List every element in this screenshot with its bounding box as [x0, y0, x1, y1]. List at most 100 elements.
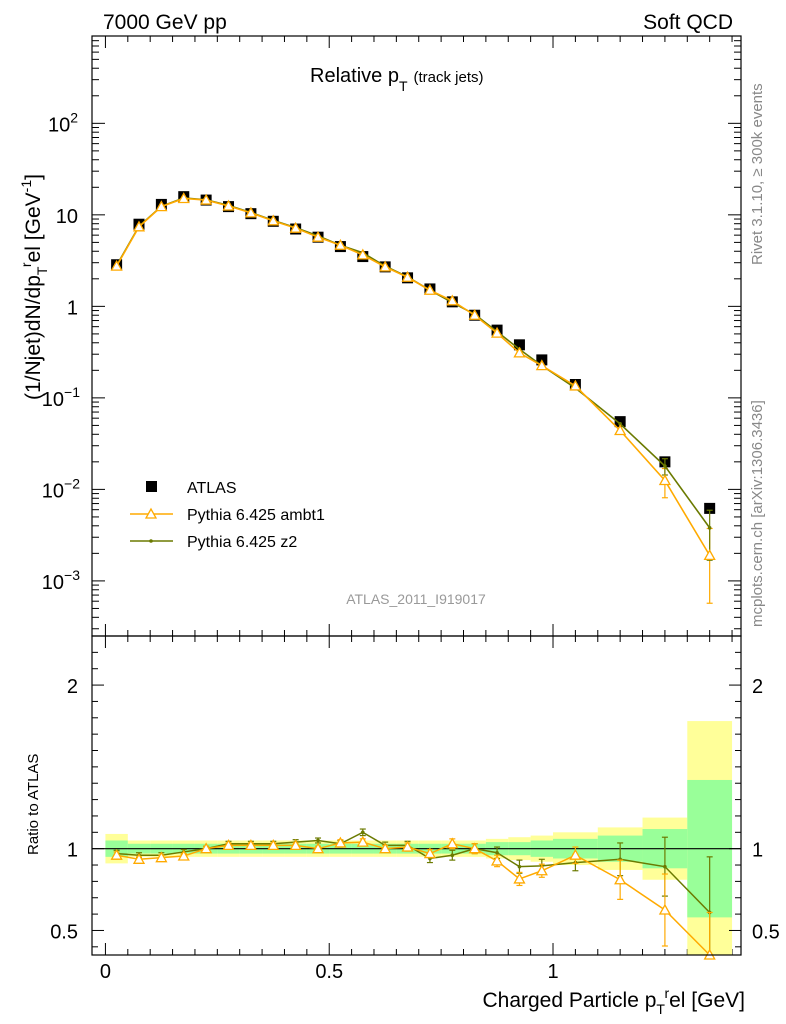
y-tick-exponent: 2	[70, 109, 78, 125]
ratio-tick-label-right: 2	[752, 676, 763, 698]
watermark: ATLAS_2011_I919017	[346, 591, 486, 607]
x-axis-title-sup: r	[664, 985, 669, 1001]
x-tick-label: 0.5	[315, 961, 343, 983]
y-tick-label: 10−2	[42, 475, 80, 502]
ratio-tick-label-left: 1	[67, 840, 78, 862]
ratio-marker	[222, 839, 235, 851]
mc-marker	[177, 192, 190, 204]
ratio-marker	[356, 835, 369, 847]
mc-marker	[132, 220, 146, 232]
ratio-marker	[177, 849, 190, 861]
ratio-marker	[132, 852, 146, 864]
mc-marker	[663, 464, 667, 468]
legend-label: Pythia 6.425 ambt1	[187, 507, 325, 524]
mc-marker	[356, 248, 369, 260]
legend-marker-z2	[149, 539, 153, 543]
y-axis-title-sub: T	[34, 266, 50, 275]
x-axis-title: Charged Particle pTrel [GeV]	[482, 985, 745, 1017]
y-axis-title-suffix: el [GeV	[22, 192, 45, 262]
ratio-marker	[155, 851, 168, 863]
y-axis-title-unit-sup: -1	[18, 180, 34, 193]
y-tick-base: 10	[42, 572, 64, 594]
plot-title-suffix: (track jets)	[414, 69, 484, 86]
ratio-marker	[334, 836, 347, 848]
y-tick-label: 10−3	[42, 567, 80, 594]
y-tick-label: 102	[48, 109, 78, 136]
y-tick-exponent: −2	[64, 475, 80, 491]
mc-marker	[311, 230, 325, 242]
x-axis-title-main: Charged Particle p	[482, 989, 656, 1012]
y-axis-title-sup: r	[18, 262, 34, 267]
ratio-marker	[379, 842, 392, 854]
mc-marker	[244, 206, 257, 218]
mc-marker	[289, 221, 302, 233]
data-point	[513, 339, 525, 351]
mc-marker	[334, 238, 347, 250]
legend-marker-ambt1	[144, 507, 158, 519]
ratio-marker	[490, 854, 504, 866]
y-tick-base: 10	[42, 389, 64, 411]
x-tick-label: 0	[100, 961, 111, 983]
ratio-tick-label-left: 2	[67, 676, 78, 698]
y-tick-base: 10	[48, 114, 70, 136]
ratio-marker	[495, 850, 499, 855]
y-tick-label: 10−1	[42, 384, 80, 411]
source-label: mcplots.cern.ch [arXiv:1306.3436]	[749, 400, 766, 627]
mc-marker	[513, 346, 526, 358]
ratio-marker	[468, 842, 481, 854]
mc-marker	[490, 326, 504, 338]
ratio-marker	[517, 864, 522, 869]
mc-marker	[618, 422, 622, 426]
y-tick-base: 10	[42, 480, 64, 502]
mc-line	[115, 197, 711, 556]
ratio-marker	[535, 864, 548, 876]
legend-marker-atlas	[146, 481, 157, 492]
mc-marker	[222, 199, 235, 211]
mc-marker	[155, 200, 168, 212]
ratio-marker	[316, 838, 320, 843]
ratio-marker	[311, 842, 325, 854]
ratio-axis-title: Ratio to ATLAS	[25, 754, 42, 855]
mc-marker	[535, 359, 548, 371]
ratio-marker	[663, 864, 667, 869]
ratio-tick-label-left: 0.5	[50, 921, 78, 943]
mc-marker	[569, 379, 582, 391]
ratio-marker	[360, 830, 365, 835]
mc-marker	[468, 308, 481, 320]
data-point	[614, 416, 626, 428]
ratio-tick-label-right: 1	[752, 840, 763, 862]
y-axis-title: (1/Njet)dN/dpTrel [GeV-1]	[18, 174, 50, 400]
ratio-marker	[450, 853, 455, 858]
mc-marker	[658, 474, 672, 486]
mc-marker	[614, 424, 627, 436]
mc-marker	[401, 270, 414, 282]
mc-marker	[379, 260, 392, 272]
mc-marker	[707, 526, 712, 530]
y-axis-title-main: (1/Njet)dN/dp	[22, 275, 45, 400]
rivet-label: Rivet 3.1.10, ≥ 300k events	[749, 83, 766, 265]
y-tick-exponent: −3	[64, 567, 80, 583]
ratio-marker	[244, 839, 257, 851]
ratio-marker	[200, 842, 213, 854]
y-tick-label: 10	[56, 206, 78, 228]
x-axis-title-suffix: el [GeV]	[669, 989, 745, 1012]
plot-title: Relative pT (track jets)	[310, 65, 484, 94]
ratio-marker	[446, 837, 459, 849]
header-left: 7000 GeV pp	[103, 11, 227, 34]
ratio-panel: 0 0.5 1 0.5 0.5 1 1 2 2	[50, 635, 780, 983]
y-tick-label: 1	[67, 297, 78, 319]
plot-title-main: Relative p	[310, 65, 399, 87]
ratio-marker	[289, 839, 302, 851]
ratio-tick-label-right: 0.5	[752, 921, 780, 943]
mc-marker	[200, 193, 213, 205]
ratio-marker	[423, 847, 437, 859]
mc-marker	[267, 214, 280, 226]
y-tick-exponent: −1	[64, 384, 80, 400]
ratio-marker	[513, 872, 526, 884]
mc-marker	[110, 259, 123, 271]
mc-marker	[446, 294, 459, 306]
legend: ATLAS Pythia 6.425 ambt1 Pythia 6.425 z2	[130, 480, 325, 551]
mc-line	[115, 197, 711, 529]
legend-label: ATLAS	[187, 480, 237, 497]
